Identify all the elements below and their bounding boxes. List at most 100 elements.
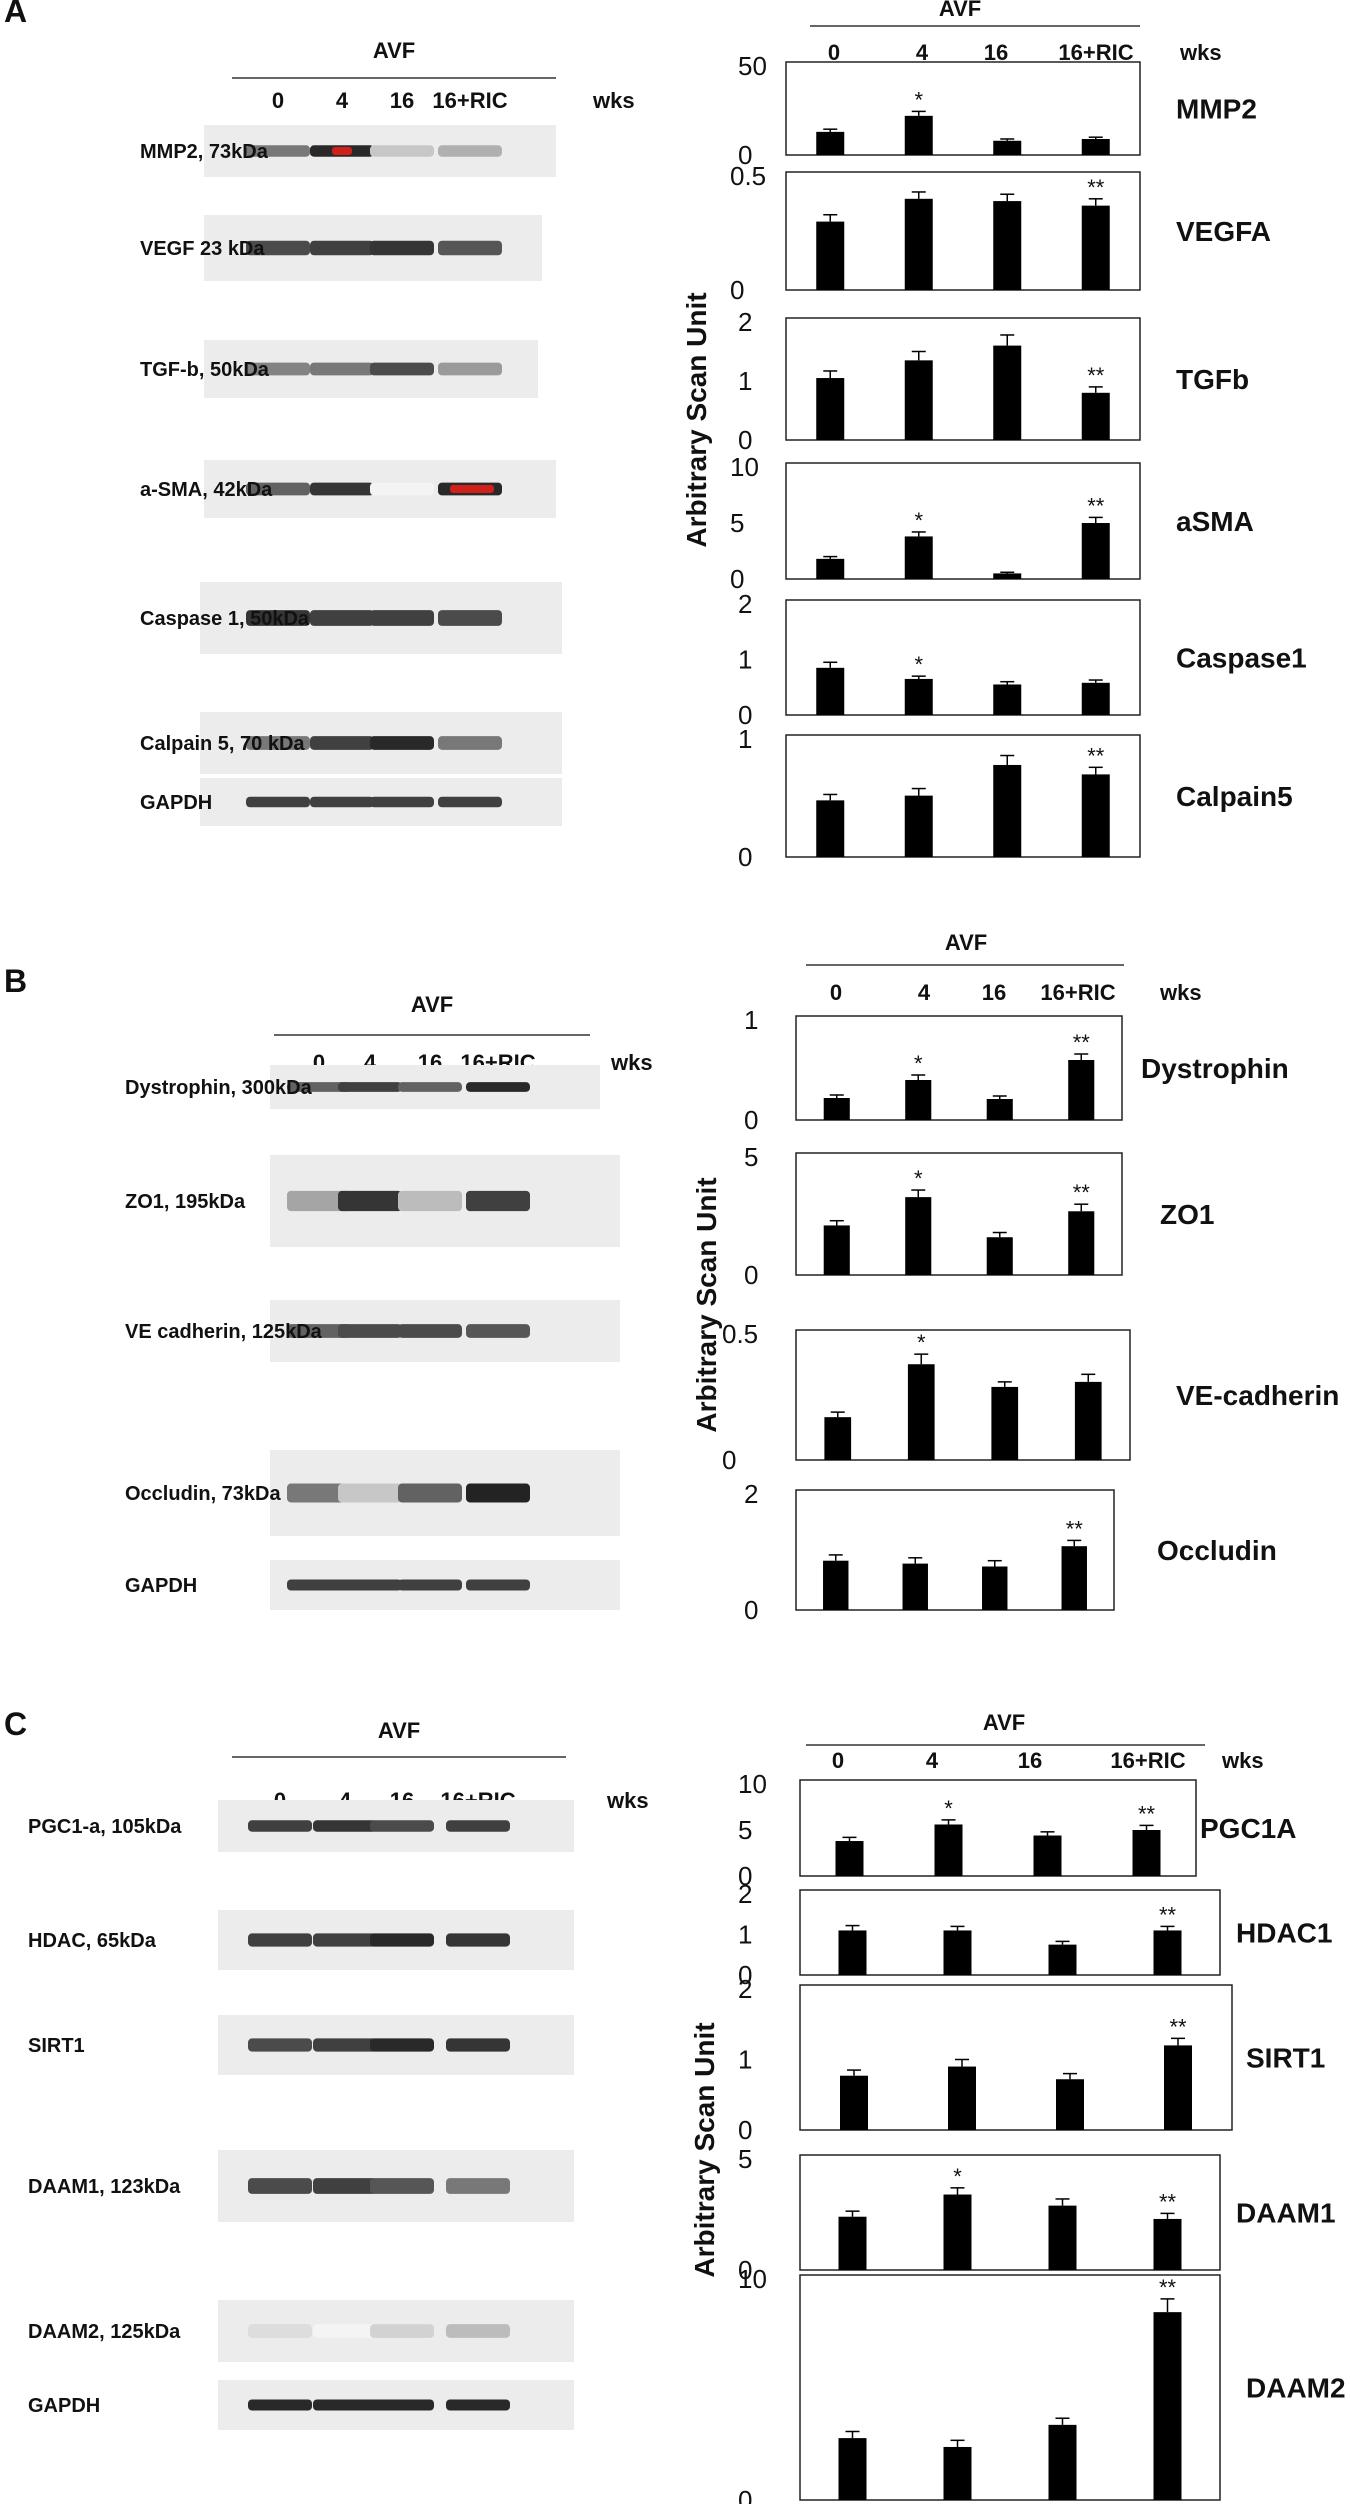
chart-frame bbox=[799, 1779, 1197, 1877]
protein-band bbox=[246, 482, 310, 496]
bar bbox=[907, 1364, 935, 1460]
y-tick-label: 10 bbox=[738, 1769, 767, 1799]
y-tick-label: 1 bbox=[738, 724, 752, 754]
significance-mark: * bbox=[914, 652, 923, 677]
protein-band bbox=[246, 796, 310, 808]
blot-row: GAPDH bbox=[28, 2380, 574, 2430]
blot-label: Caspase 1, 50kDa bbox=[140, 608, 310, 630]
y-tick-label: 0 bbox=[738, 700, 752, 730]
y-tick-label: 5 bbox=[744, 1142, 758, 1172]
significance-mark: * bbox=[914, 87, 923, 112]
blot-label: Dystrophin, 300kDa bbox=[125, 1077, 313, 1099]
series-label: PGC1A bbox=[1200, 1813, 1296, 1844]
protein-band bbox=[313, 2178, 377, 2194]
protein-band bbox=[248, 2324, 312, 2338]
significance-mark: * bbox=[953, 2164, 962, 2189]
significance-mark: ** bbox=[1087, 493, 1105, 518]
significance-mark: ** bbox=[1073, 1030, 1091, 1055]
protein-band bbox=[287, 1190, 351, 1212]
significance-mark: ** bbox=[1138, 1801, 1156, 1826]
bar bbox=[824, 1417, 852, 1460]
bar bbox=[1068, 1060, 1095, 1120]
protein-band bbox=[287, 1324, 351, 1338]
blot-label: DAAM2, 125kDa bbox=[28, 2321, 181, 2343]
chart-frame bbox=[795, 1329, 1131, 1461]
blot-label: SIRT1 bbox=[28, 2035, 85, 2057]
blot-label: VE cadherin, 125kDa bbox=[125, 1321, 323, 1343]
bar-chart-ve-cadherin: 0 0.5 * VE-cadherin bbox=[722, 1319, 1339, 1475]
significance-mark: * bbox=[914, 508, 923, 533]
protein-band bbox=[466, 1190, 530, 1212]
protein-band bbox=[313, 1820, 377, 1832]
bar bbox=[1132, 1830, 1161, 1876]
y-tick-label: 50 bbox=[738, 51, 767, 81]
protein-band bbox=[438, 240, 502, 256]
bar bbox=[1081, 392, 1110, 440]
series-label: TGFb bbox=[1176, 364, 1249, 395]
protein-band bbox=[370, 2324, 434, 2338]
bar bbox=[840, 2075, 868, 2130]
bar bbox=[1081, 682, 1110, 715]
bar-chart-hdac1: 0 1 2 ** HDAC1 bbox=[738, 1879, 1332, 1990]
protein-band bbox=[370, 796, 434, 808]
bar bbox=[943, 2194, 972, 2270]
y-tick-label: 0 bbox=[738, 2115, 752, 2145]
lane-label: 16 bbox=[390, 88, 414, 113]
blot-row: PGC1-a, 105kDa bbox=[28, 1800, 574, 1852]
y-tick-label: 0 bbox=[730, 564, 744, 594]
bar bbox=[993, 684, 1022, 715]
protein-band bbox=[438, 362, 502, 376]
protein-band bbox=[370, 362, 434, 376]
blot-label: Occludin, 73kDa bbox=[125, 1483, 281, 1505]
blot-row: a-SMA, 42kDa bbox=[140, 460, 556, 518]
blot-label: Calpain 5, 70 kDa bbox=[140, 733, 305, 755]
blot-label: MMP2, 73kDa bbox=[140, 141, 269, 163]
group-label: AVF bbox=[939, 0, 981, 21]
protein-band bbox=[246, 736, 310, 750]
blot-label: GAPDH bbox=[125, 1575, 197, 1597]
blot-label: GAPDH bbox=[28, 2395, 100, 2417]
bar bbox=[986, 1237, 1013, 1275]
significance-mark: * bbox=[914, 1051, 923, 1076]
y-axis-label: Arbitrary Scan Unit bbox=[691, 1177, 722, 1432]
blot-row: DAAM1, 123kDa bbox=[28, 2150, 574, 2222]
bar-chart-caspase1: 0 1 2 * Caspase1 bbox=[738, 589, 1307, 730]
bar bbox=[904, 115, 933, 155]
bar bbox=[816, 800, 845, 857]
bar bbox=[1081, 205, 1110, 290]
significance-mark: ** bbox=[1087, 363, 1105, 388]
blot-row: Caspase 1, 50kDa bbox=[140, 582, 562, 654]
protein-band bbox=[248, 2399, 312, 2411]
series-label: Calpain5 bbox=[1176, 781, 1293, 812]
bar bbox=[1153, 2218, 1182, 2270]
bar bbox=[838, 2438, 867, 2500]
protein-band bbox=[446, 2038, 510, 2052]
group-label: AVF bbox=[378, 1718, 420, 1743]
bar bbox=[993, 764, 1022, 857]
blot-row: DAAM2, 125kDa bbox=[28, 2300, 574, 2362]
protein-band bbox=[370, 2178, 434, 2194]
protein-band bbox=[370, 240, 434, 256]
protein-band bbox=[370, 2399, 434, 2411]
protein-band bbox=[438, 796, 502, 808]
bar bbox=[1048, 2424, 1077, 2500]
significance-mark: ** bbox=[1159, 2275, 1177, 2300]
protein-band bbox=[338, 1082, 402, 1092]
chart-frame bbox=[799, 1984, 1233, 2131]
bar bbox=[902, 1563, 928, 1610]
lane-label: 16+RIC bbox=[1040, 980, 1115, 1005]
bar bbox=[823, 1098, 850, 1120]
protein-band bbox=[370, 1820, 434, 1832]
bar bbox=[816, 378, 845, 440]
significance-mark: * bbox=[914, 1166, 923, 1191]
saturation-mark bbox=[450, 485, 494, 493]
bar bbox=[1081, 523, 1110, 579]
protein-band bbox=[466, 1324, 530, 1338]
bar bbox=[1081, 138, 1110, 155]
protein-band bbox=[246, 362, 310, 376]
y-tick-label: 2 bbox=[744, 1479, 758, 1509]
y-axis-label: Arbitrary Scan Unit bbox=[681, 292, 712, 547]
lane-label: 4 bbox=[918, 980, 931, 1005]
